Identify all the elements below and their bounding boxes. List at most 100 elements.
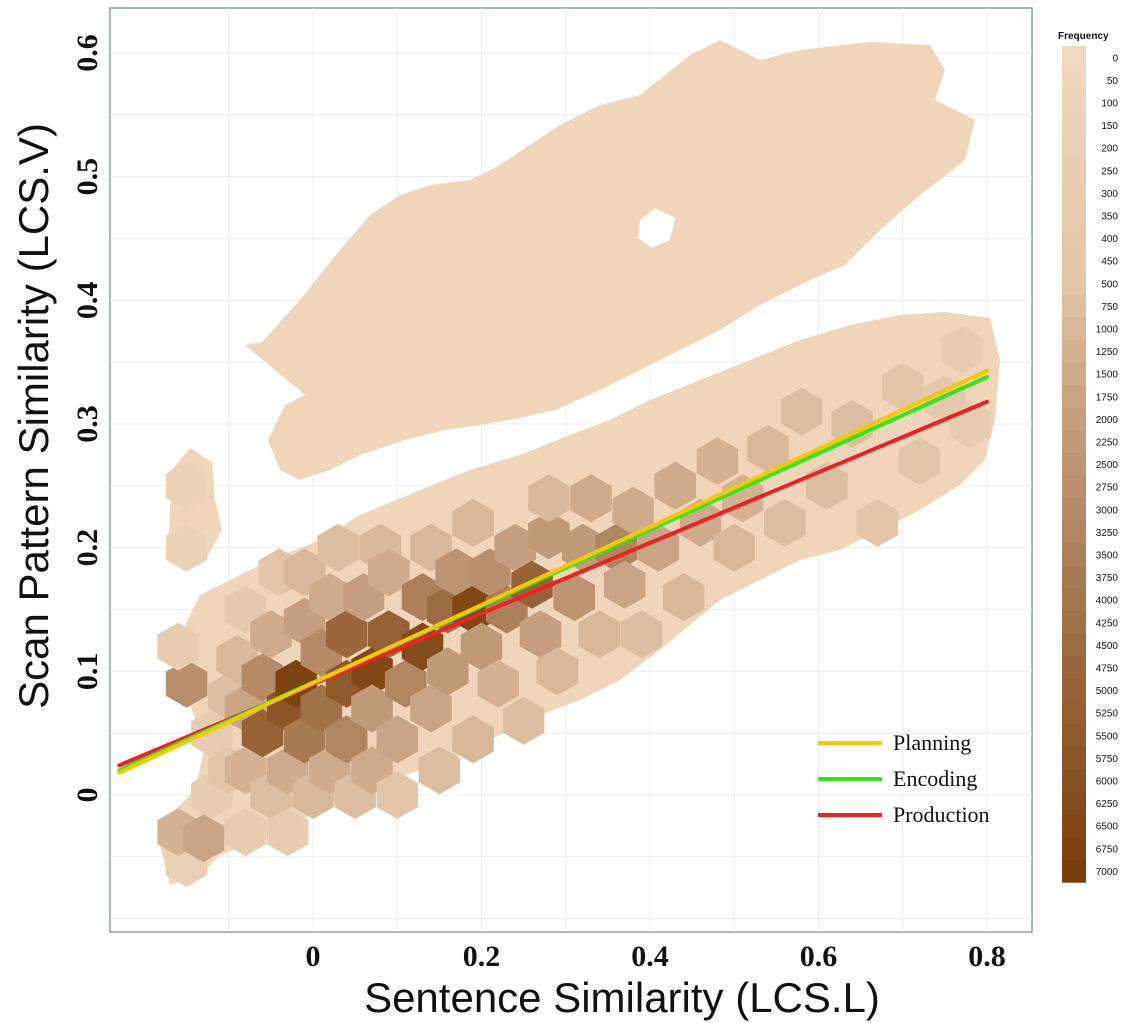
colorbar-tick-label: 350 <box>1101 212 1118 223</box>
hex-bin <box>570 474 612 523</box>
hex-bin <box>266 808 309 857</box>
colorbar-tick-label: 250 <box>1101 166 1118 177</box>
hex-bin <box>325 715 368 764</box>
hex-bin <box>561 523 604 572</box>
colorbar-tick-label: 4750 <box>1096 664 1119 675</box>
colorbar-swatch <box>1062 543 1086 567</box>
colorbar-swatch <box>1062 226 1086 250</box>
colorbar-swatch <box>1062 46 1086 70</box>
hex-bin <box>368 548 410 597</box>
colorbar-swatch <box>1062 475 1086 499</box>
colorbar-swatch <box>1062 204 1086 228</box>
legend: Planning Encoding Production <box>818 730 990 827</box>
colorbar-tick-label: 6750 <box>1096 844 1119 855</box>
y-tick-label: 0.3 <box>71 405 104 443</box>
hex-bin <box>536 647 579 696</box>
y-tick-label: 0 <box>71 788 104 803</box>
hex-bin <box>477 659 520 708</box>
hex-bin <box>578 610 621 659</box>
hex-bin <box>940 325 983 374</box>
hex-bin <box>696 437 739 486</box>
hex-bin <box>317 523 360 572</box>
x-tick-label: 0.6 <box>800 940 838 973</box>
colorbar-tick-label: 5250 <box>1096 709 1119 720</box>
hex-bins <box>157 325 991 887</box>
colorbar-tick-label: 450 <box>1101 257 1118 268</box>
hex-bin <box>165 523 208 572</box>
hex-bin <box>376 715 418 764</box>
y-tick-label: 0.2 <box>71 529 104 567</box>
legend-label: Production <box>893 802 990 827</box>
y-tick-label: 0.6 <box>71 34 104 72</box>
hex-bin <box>882 362 924 411</box>
colorbar-swatch <box>1062 113 1086 137</box>
colorbar-tick-label: 750 <box>1101 302 1118 313</box>
hex-bin <box>165 659 208 708</box>
regression-lines <box>117 368 989 775</box>
colorbar-swatch <box>1062 859 1086 883</box>
colorbar-tick-label: 150 <box>1101 121 1118 132</box>
hex-bin <box>898 437 941 486</box>
colorbar-tick-label: 100 <box>1101 99 1118 110</box>
hex-bin <box>780 387 823 436</box>
colorbar-tick-label: 50 <box>1107 76 1119 87</box>
hex-bin <box>452 715 494 764</box>
colorbar-swatch <box>1062 136 1086 160</box>
colorbar-tick-label: 3000 <box>1096 505 1119 516</box>
hex-bin <box>519 610 562 659</box>
y-tick-label: 0.1 <box>71 653 104 691</box>
hex-bin <box>325 610 368 659</box>
hex-bin <box>553 573 595 622</box>
colorbar-swatch <box>1062 746 1086 770</box>
x-tick-label: 0.4 <box>631 940 669 973</box>
colorbar-tick-label: 5750 <box>1096 754 1119 765</box>
y-tick-label: 0.4 <box>71 282 104 320</box>
hex-bin <box>376 771 418 819</box>
colorbar-tick-label: 2500 <box>1096 460 1119 471</box>
hex-bin <box>528 474 570 523</box>
colorbar-swatch <box>1062 452 1086 476</box>
colorbar-tick-label: 5000 <box>1096 686 1119 697</box>
colorbar-swatch <box>1062 68 1086 92</box>
hex-bin <box>612 486 654 535</box>
colorbar-tick-label: 3500 <box>1096 551 1119 562</box>
colorbar-tick-label: 1750 <box>1096 392 1119 403</box>
hex-bin <box>452 498 494 547</box>
hex-bin <box>182 814 225 863</box>
x-tick-label: 0.2 <box>463 940 501 973</box>
colorbar-swatch <box>1062 565 1086 589</box>
colorbar-tick-label: 4500 <box>1096 641 1119 652</box>
colorbar-tick-label: 3750 <box>1096 573 1119 584</box>
colorbar-tick-label: 1000 <box>1096 325 1119 336</box>
colorbar-swatch <box>1062 407 1086 431</box>
x-axis-label: Sentence Similarity (LCS.L) <box>364 974 880 1021</box>
colorbar-swatch <box>1062 633 1086 657</box>
colorbar-tick-label: 4000 <box>1096 596 1119 607</box>
colorbar-swatch <box>1062 339 1086 363</box>
colorbar-tick-label: 6000 <box>1096 777 1119 788</box>
hex-bin <box>620 610 663 659</box>
regression-line-planning <box>117 368 989 775</box>
hex-bin <box>165 461 208 510</box>
hex-bin <box>435 548 477 597</box>
hex-bin <box>603 560 646 609</box>
x-tick-label: 0 <box>306 940 321 973</box>
hex-bin <box>224 808 267 857</box>
colorbar-swatch <box>1062 611 1086 635</box>
hex-bin <box>713 523 755 572</box>
colorbar-swatch <box>1062 769 1086 793</box>
colorbar-swatch <box>1062 656 1086 680</box>
colorbar-tick-label: 4250 <box>1096 618 1119 629</box>
colorbar-swatch <box>1062 362 1086 386</box>
hex-bin <box>418 746 461 795</box>
hex-bin <box>747 424 789 473</box>
colorbar-tick-label: 2750 <box>1096 483 1119 494</box>
colorbar-swatch <box>1062 159 1086 183</box>
hex-bin <box>309 573 351 622</box>
colorbar-tick-label: 2250 <box>1096 438 1119 449</box>
hex-bin <box>764 498 806 547</box>
hex-bin <box>502 696 545 745</box>
hex-bin <box>241 653 284 702</box>
colorbar-title: Frequency <box>1058 31 1109 42</box>
